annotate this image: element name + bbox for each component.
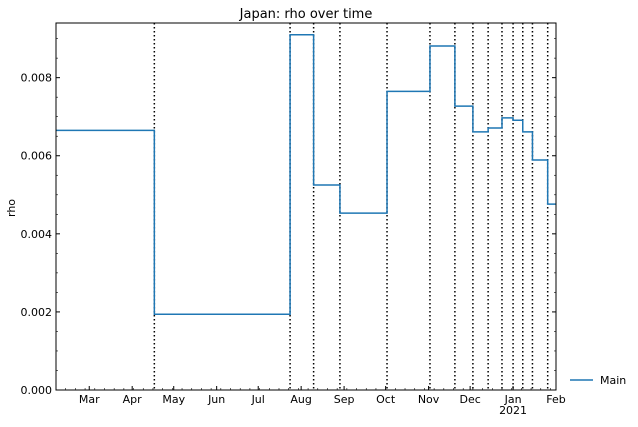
x-tick-label-jan: Jan (504, 393, 522, 406)
legend: Main (570, 374, 626, 387)
x-tick-label-mar: Mar (79, 393, 100, 406)
y-tick-label: 0.008 (21, 72, 53, 85)
plot-frame (55, 22, 557, 391)
y-tick-label: 0.006 (21, 150, 53, 163)
y-tick-label: 0.004 (21, 228, 53, 241)
chart-title: Japan: rho over time (239, 7, 373, 22)
y-ticks: 0.000 0.002 0.004 0.006 0.008 (21, 38, 556, 397)
x-tick-sublabel-2021: 2021 (499, 404, 527, 417)
x-tick-label-feb: Feb (546, 393, 565, 406)
x-tick-label-sep: Sep (334, 393, 355, 406)
x-tick-label-aug: Aug (290, 393, 311, 406)
x-tick-label-jul: Jul (251, 393, 265, 406)
reference-lines (153, 23, 549, 390)
x-tick-label-jun: Jun (207, 393, 225, 406)
x-tick-label-apr: Apr (123, 393, 143, 406)
series-layer (56, 33, 556, 316)
x-tick-label-may: May (162, 393, 185, 406)
x-tick-label-oct: Oct (376, 393, 396, 406)
x-tick-label-nov: Nov (418, 393, 440, 406)
y-axis-label: rho (5, 199, 18, 217)
x-tick-label-dec: Dec (459, 393, 480, 406)
legend-label: Main (600, 374, 626, 387)
y-tick-label: 0.002 (21, 306, 53, 319)
y-tick-label: 0.000 (21, 384, 53, 397)
series-line-main (56, 33, 556, 316)
axes (55, 22, 557, 391)
